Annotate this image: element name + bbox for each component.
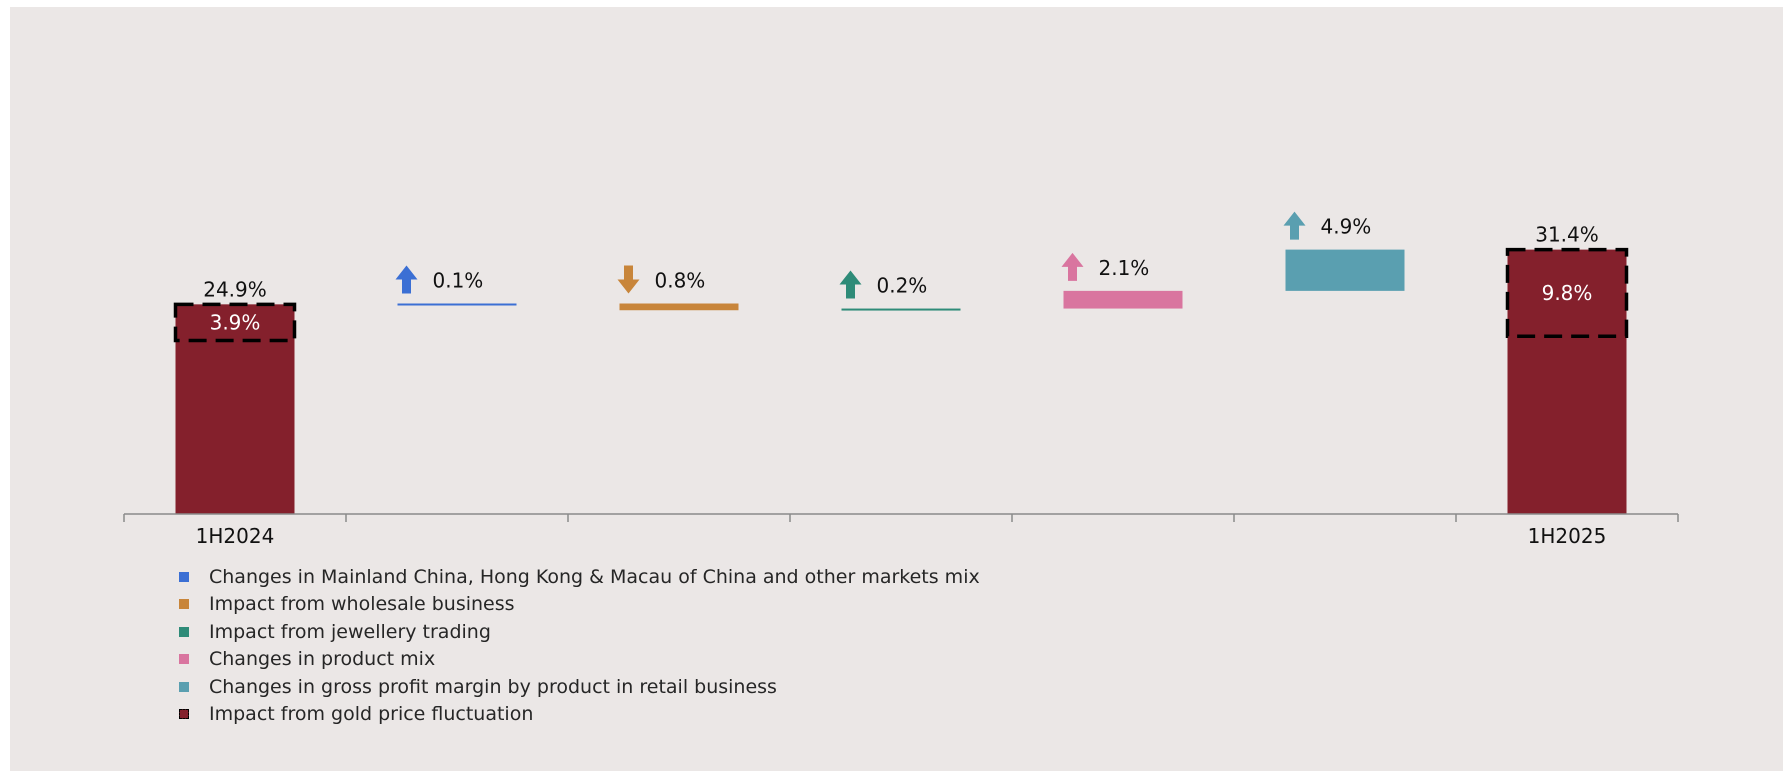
step-label-4: 2.1% [1099,256,1150,280]
down-arrow-icon-2 [617,265,640,294]
legend-swatch [179,571,189,582]
step-bar-5 [1285,249,1405,291]
step-bar-3 [841,308,961,311]
legend-label: Changes in gross profit margin by produc… [209,675,777,698]
x-tick-label-0: 1H2024 [196,524,275,548]
x-tick-label-6: 1H2025 [1528,524,1607,548]
legend-swatch [179,681,189,692]
legend-item-0: Changes in Mainland China, Hong Kong & M… [179,563,980,591]
start-total-label: 24.9% [203,277,267,301]
end-gold-impact-label: 9.8% [1542,281,1593,305]
legend: Changes in Mainland China, Hong Kong & M… [179,563,980,728]
legend-swatch [179,599,189,610]
legend-item-2: Impact from jewellery trading [179,618,980,646]
legend-swatch [179,654,189,665]
end-gold-impact-box [1505,247,1629,339]
end-total-label: 31.4% [1535,223,1599,247]
up-arrow-icon-5 [1283,211,1306,240]
end-total-bar [1507,249,1627,514]
legend-swatch [179,626,189,637]
legend-item-4: Changes in gross profit margin by produc… [179,673,980,701]
step-label-2: 0.8% [655,269,706,293]
legend-item-5: Impact from gold price fluctuation [179,701,980,729]
legend-label: Impact from jewellery trading [209,620,491,643]
step-label-5: 4.9% [1321,215,1372,239]
start-gold-impact-box [173,302,297,343]
step-bar-2 [619,303,739,311]
legend-swatch [179,709,189,720]
up-arrow-icon-1 [395,265,418,294]
legend-item-3: Changes in product mix [179,646,980,674]
legend-label: Changes in product mix [209,648,436,671]
start-total-bar [175,304,295,514]
chart-background [10,7,1783,771]
step-label-3: 0.2% [877,274,928,298]
up-arrow-icon-4 [1061,252,1084,281]
up-arrow-icon-3 [839,270,862,299]
step-bar-1 [397,303,517,306]
start-gold-impact-label: 3.9% [210,310,261,334]
step-label-1: 0.1% [433,269,484,293]
step-bar-4 [1063,290,1183,309]
legend-label: Changes in Mainland China, Hong Kong & M… [209,565,980,588]
legend-label: Impact from gold price fluctuation [209,703,534,726]
legend-label: Impact from wholesale business [209,593,515,616]
legend-item-1: Impact from wholesale business [179,591,980,619]
